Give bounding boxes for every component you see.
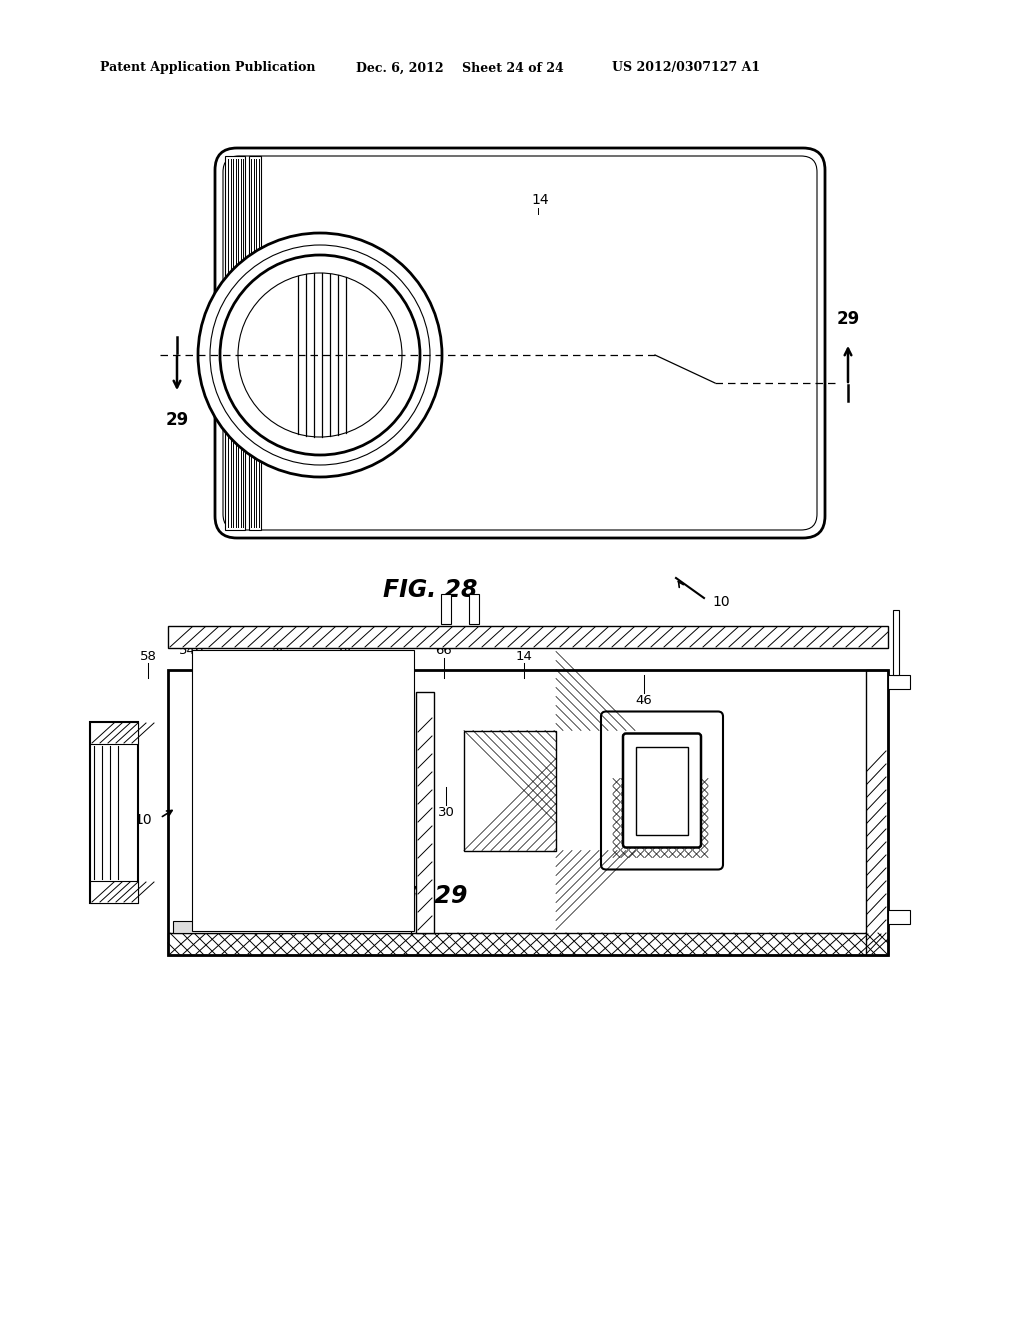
Text: 12a: 12a [469,809,495,822]
Bar [888,675,910,689]
Text: Patent Application Publication: Patent Application Publication [100,62,315,74]
Text: Sheet 24 of 24: Sheet 24 of 24 [462,62,564,74]
Text: US 2012/0307127 A1: US 2012/0307127 A1 [612,62,760,74]
Text: FIG. 28: FIG. 28 [383,578,477,602]
Bar [168,671,888,954]
Bar [636,747,688,834]
Bar [173,921,411,933]
Text: 64: 64 [651,824,669,837]
Bar [416,692,434,933]
Text: 29: 29 [837,310,859,327]
Bar [249,156,261,531]
Text: 46: 46 [636,693,652,706]
Text: 10: 10 [134,813,152,828]
Text: 66: 66 [397,801,415,814]
Text: 44: 44 [642,734,658,747]
Text: 22: 22 [294,784,310,796]
Circle shape [220,255,420,455]
Text: 30: 30 [397,649,415,663]
Text: 12b: 12b [643,767,669,780]
Text: 34: 34 [263,323,281,337]
Text: 30: 30 [437,805,455,818]
Circle shape [238,273,402,437]
Text: 14: 14 [515,649,532,663]
Text: 14: 14 [531,193,549,207]
FancyBboxPatch shape [215,148,825,539]
Bar [893,610,899,675]
Text: 74: 74 [336,644,352,657]
Text: 29: 29 [165,411,188,429]
Bar [464,730,556,850]
Bar [193,649,414,931]
Bar [469,594,479,624]
Bar [168,933,888,954]
Text: 72: 72 [307,649,325,663]
Bar [866,671,888,954]
Text: 28: 28 [502,779,518,792]
Text: 54b: 54b [179,644,205,657]
Text: 10: 10 [712,595,730,609]
Bar [888,909,910,924]
FancyBboxPatch shape [623,734,701,847]
Bar [90,722,138,903]
Text: 58: 58 [139,649,157,663]
Bar [90,722,138,744]
Text: 54a: 54a [279,784,305,797]
Text: 66: 66 [435,644,453,657]
Text: 50: 50 [523,809,541,822]
FancyBboxPatch shape [601,711,723,870]
Bar [90,880,138,903]
Text: Dec. 6, 2012: Dec. 6, 2012 [356,62,443,74]
Text: FIG. 29: FIG. 29 [373,884,467,908]
Text: 60: 60 [229,649,247,663]
Circle shape [210,246,430,465]
Text: 34: 34 [267,644,285,657]
Bar [168,626,888,648]
Circle shape [198,234,442,477]
Bar [441,594,451,624]
Bar [225,156,245,531]
